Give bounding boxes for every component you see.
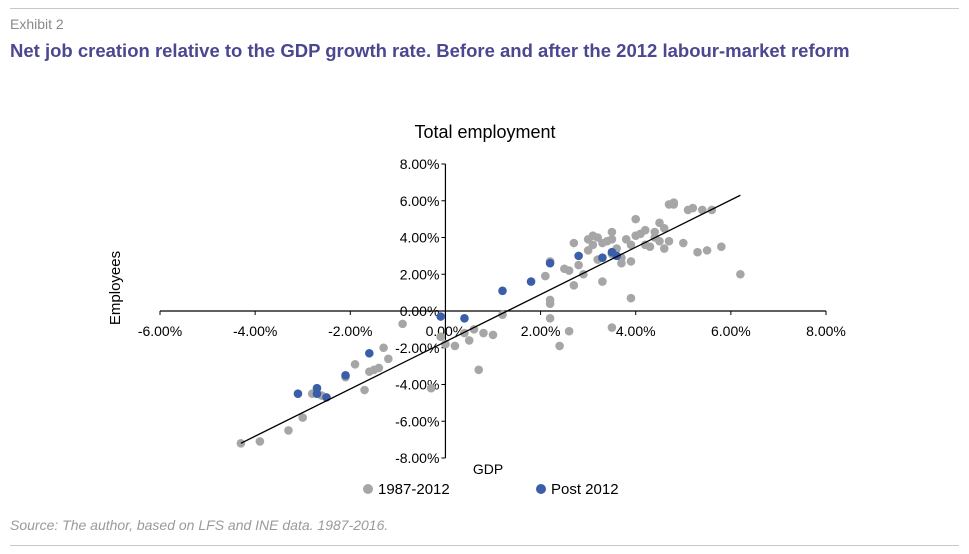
point-post-2012 (365, 348, 374, 358)
point-1987-2012 (479, 328, 488, 338)
point-1987-2012 (379, 343, 388, 353)
point-1987-2012 (574, 260, 583, 270)
point-post-2012 (341, 371, 350, 380)
point-1987-2012 (555, 341, 564, 351)
point-1987-2012 (384, 354, 393, 364)
point-1987-2012 (436, 332, 445, 342)
point-1987-2012 (626, 257, 636, 266)
trend-line (240, 194, 741, 444)
point-1987-2012 (298, 413, 308, 422)
point-1987-2012 (607, 235, 617, 244)
point-post-2012 (293, 389, 303, 398)
x-axis-tick-labels: -6.00% -4.00% -2.00% 0.00% 2.00% 4.00% 6.00% 8.… (138, 323, 846, 339)
point-1987-2012 (678, 238, 688, 248)
point-1987-2012 (717, 242, 726, 251)
legend-label-1987-2012: 1987-2012 (378, 481, 450, 498)
point-1987-2012 (693, 247, 702, 257)
point-1987-2012 (702, 246, 712, 255)
point-1987-2012 (631, 214, 641, 224)
y-tick-label: 4.00% (400, 230, 440, 246)
point-1987-2012 (474, 365, 484, 375)
point-1987-2012 (374, 363, 384, 373)
point-1987-2012 (469, 325, 479, 334)
data-points (236, 198, 745, 448)
point-post-2012 (526, 277, 536, 286)
point-1987-2012 (284, 426, 293, 435)
point-post-2012 (436, 312, 445, 321)
x-tick-label: 4.00% (616, 323, 656, 339)
y-tick-label: -2.00% (395, 340, 439, 356)
point-1987-2012 (360, 385, 369, 395)
exhibit-label: Exhibit 2 (10, 16, 64, 32)
point-post-2012 (598, 253, 607, 263)
x-tick-label: -6.00% (138, 323, 182, 339)
point-1987-2012 (664, 236, 674, 246)
legend-marker-post-2012 (536, 484, 546, 494)
point-1987-2012 (688, 203, 698, 213)
point-1987-2012 (645, 242, 655, 251)
point-1987-2012 (598, 277, 607, 286)
y-tick-label: 8.00% (400, 156, 440, 172)
legend-label-post-2012: Post 2012 (551, 481, 619, 498)
point-post-2012 (545, 258, 555, 268)
point-1987-2012 (669, 198, 679, 207)
point-1987-2012 (659, 224, 669, 233)
point-1987-2012 (588, 240, 598, 250)
x-axis-label: GDP (473, 461, 503, 477)
point-1987-2012 (626, 240, 636, 250)
point-1987-2012 (450, 341, 460, 351)
point-1987-2012 (659, 244, 669, 253)
point-1987-2012 (564, 326, 574, 336)
point-1987-2012 (541, 271, 550, 281)
point-1987-2012 (736, 269, 745, 279)
point-1987-2012 (569, 280, 579, 290)
point-1987-2012 (426, 383, 436, 393)
point-1987-2012 (255, 437, 265, 446)
chart-title: Total employment (414, 122, 555, 142)
point-1987-2012 (564, 266, 574, 275)
y-tick-label: -6.00% (395, 413, 439, 429)
y-axis-label: Employees (107, 251, 124, 325)
point-1987-2012 (488, 330, 498, 340)
x-tick-label: -2.00% (328, 323, 372, 339)
point-1987-2012 (650, 227, 660, 237)
point-post-2012 (498, 286, 507, 296)
point-1987-2012 (545, 299, 555, 308)
point-1987-2012 (398, 319, 407, 329)
y-tick-label: 2.00% (400, 266, 440, 282)
y-axis-tick-labels: 8.00%6.00%4.00%2.00%0.00%-2.00%-4.00%-6.… (395, 156, 439, 466)
page-title: Net job creation relative to the GDP gro… (10, 40, 850, 61)
point-1987-2012 (698, 205, 707, 215)
top-rule (10, 8, 959, 9)
legend: 1987-2012 Post 2012 (363, 481, 619, 498)
point-1987-2012 (545, 314, 555, 323)
point-1987-2012 (655, 236, 664, 246)
point-1987-2012 (607, 227, 617, 237)
x-tick-label: 2.00% (521, 323, 561, 339)
point-1987-2012 (441, 339, 450, 349)
x-tick-label: -4.00% (233, 323, 277, 339)
point-post-2012 (312, 389, 322, 398)
x-tick-label: 8.00% (806, 323, 846, 339)
point-1987-2012 (607, 323, 617, 332)
y-tick-label: 6.00% (400, 193, 440, 209)
point-1987-2012 (464, 336, 474, 345)
point-1987-2012 (569, 238, 579, 248)
source-note: Source: The author, based on LFS and INE… (10, 517, 389, 533)
point-1987-2012 (617, 258, 626, 268)
point-post-2012 (574, 251, 583, 261)
point-1987-2012 (626, 293, 636, 303)
bottom-rule (10, 545, 959, 546)
legend-marker-1987-2012 (363, 484, 373, 494)
point-1987-2012 (350, 359, 360, 369)
point-post-2012 (460, 314, 469, 323)
x-axis-tick-marks (159, 311, 827, 315)
y-tick-label: -8.00% (395, 450, 439, 466)
x-tick-label: 6.00% (711, 323, 751, 339)
point-1987-2012 (640, 225, 650, 235)
